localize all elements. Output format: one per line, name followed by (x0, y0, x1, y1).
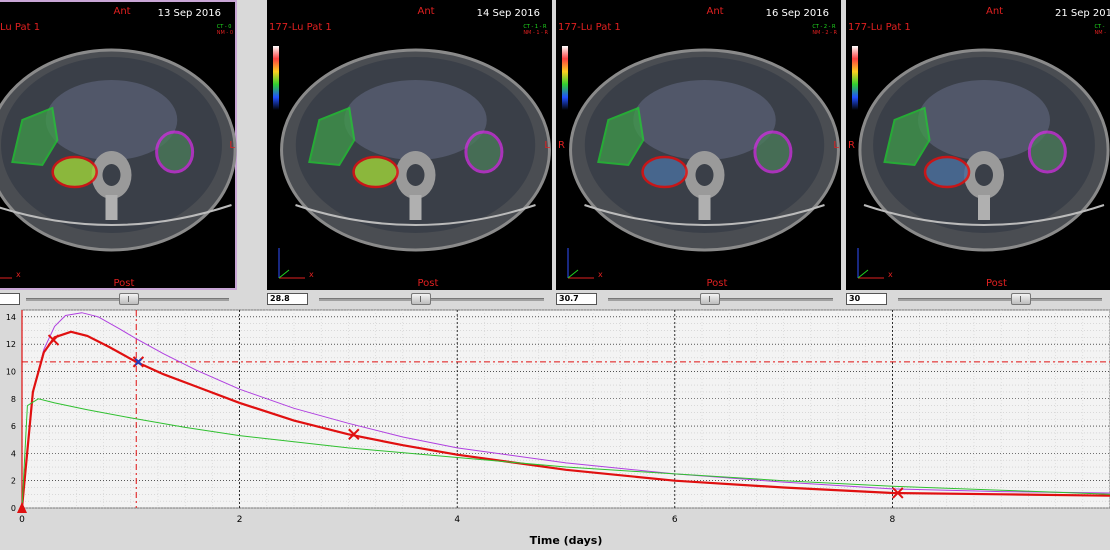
patient-label: 177-Lu Pat 1 (558, 22, 621, 33)
overlay-legend: CT - NM - (1095, 24, 1106, 36)
slice-slider-track[interactable] (319, 298, 544, 301)
patient-label: 177-Lu Pat 1 (269, 22, 332, 33)
x-tick-label: 6 (672, 515, 678, 525)
patient-label: Lu Pat 1 (0, 22, 41, 33)
axis-x-label: x (888, 270, 893, 279)
y-tick-label: 4 (11, 449, 16, 458)
x-tick-label: 4 (454, 515, 460, 525)
x-tick-label: 2 (237, 515, 243, 525)
x-tick-label: 0 (19, 515, 25, 525)
axis-x-label: x (598, 270, 603, 279)
slice-slider-thumb[interactable] (700, 293, 721, 305)
nm-overlay-text: NM - 0 (216, 30, 233, 36)
x-axis-label: Time (days) (530, 534, 603, 547)
slice-slider-thumb[interactable] (411, 293, 432, 305)
color-scale-bar (852, 46, 858, 110)
slice-control (0, 292, 237, 306)
anterior-label: Ant (113, 6, 131, 17)
anterior-label: Ant (706, 6, 724, 17)
ct-overlay-text: CT - (1094, 24, 1105, 30)
side-left-label: L (544, 140, 550, 151)
nm-overlay-text: NM - 2 - R (812, 30, 837, 36)
ct-slice-image (0, 48, 237, 252)
posterior-label: Post (113, 278, 135, 289)
slice-slider-thumb[interactable] (1011, 293, 1032, 305)
slice-value-field[interactable]: 30 (846, 293, 887, 305)
data-point-marker (134, 358, 143, 366)
y-tick-label: 0 (11, 504, 16, 513)
ct-overlay-text: CT - 2 - R (812, 24, 836, 30)
ct-slice-image (569, 48, 840, 252)
axis-x-label: x (309, 270, 314, 279)
side-right-label: R (558, 140, 565, 151)
orientation-axes-icon (278, 248, 305, 279)
slice-value-field[interactable]: 30.7 (556, 293, 597, 305)
y-tick-label: 6 (11, 422, 16, 431)
scan-date: 13 Sep 2016 (157, 8, 221, 19)
ct-overlay-text: CT - 0 (216, 24, 232, 30)
anterior-label: Ant (986, 6, 1004, 17)
patient-label: 177-Lu Pat 1 (848, 22, 911, 33)
side-left-label: L (229, 140, 235, 151)
orientation-axes-icon (857, 248, 884, 279)
scan-date: 16 Sep 2016 (765, 8, 829, 19)
data-point-marker (348, 428, 360, 440)
posterior-label: Post (986, 278, 1007, 289)
scan-panel[interactable]: Ant Post 177-Lu Pat 1 14 Sep 2016 CT - 1 - R… (267, 0, 552, 290)
data-point-marker (47, 334, 60, 346)
data-point-marker (892, 487, 904, 499)
ct-slice-image (858, 48, 1110, 252)
ct-overlay-text: CT - 1 - R (523, 24, 547, 30)
slice-slider-track[interactable] (608, 298, 833, 301)
color-scale-bar (562, 46, 568, 110)
scan-date: 14 Sep 2016 (476, 8, 540, 19)
slice-slider-track[interactable] (898, 298, 1102, 301)
slice-control: 30 (846, 292, 1110, 306)
slice-control: 28.8 (267, 292, 552, 306)
series-line (20, 330, 1110, 509)
slice-value-field[interactable]: 28.8 (267, 293, 308, 305)
overlay-legend: CT - 0 NM - 0 (217, 24, 233, 36)
nm-overlay-text: NM - (1094, 30, 1106, 36)
y-tick-label: 10 (6, 367, 16, 376)
series-line (21, 398, 1110, 509)
overlay-legend: CT - 2 - R NM - 2 - R (812, 24, 837, 36)
color-scale-bar (273, 46, 279, 110)
data-point-marker (17, 502, 27, 513)
orientation-axes-icon (567, 248, 594, 279)
side-right-label: R (848, 140, 855, 151)
side-left-label: L (833, 140, 839, 151)
y-tick-label: 2 (11, 477, 16, 486)
posterior-label: Post (417, 278, 439, 289)
y-tick-label: 14 (6, 313, 16, 322)
nm-overlay-text: NM - 1 - R (523, 30, 548, 36)
slice-value-field[interactable] (0, 293, 20, 305)
y-tick-label: 8 (11, 395, 16, 404)
y-tick-label: 12 (6, 340, 16, 349)
axis-x-label: x (16, 270, 21, 279)
slice-control: 30.7 (556, 292, 841, 306)
orientation-axes-icon (0, 277, 12, 279)
overlay-legend: CT - 1 - R NM - 1 - R (523, 24, 548, 36)
scan-date: 21 Sep 201 (1054, 8, 1110, 19)
ct-slice-image (280, 48, 551, 252)
series-line (21, 312, 1110, 509)
slice-slider-thumb[interactable] (118, 293, 139, 305)
scan-panel[interactable]: Ant Post 177-Lu Pat 1 16 Sep 2016 CT - 2 - R… (556, 0, 841, 290)
time-activity-chart: 0 2 4 6 8 0 2 4 6 8 10 12 14 Time (days) (0, 308, 1110, 550)
posterior-label: Post (706, 278, 728, 289)
anterior-label: Ant (417, 6, 435, 17)
x-tick-label: 8 (890, 515, 896, 525)
